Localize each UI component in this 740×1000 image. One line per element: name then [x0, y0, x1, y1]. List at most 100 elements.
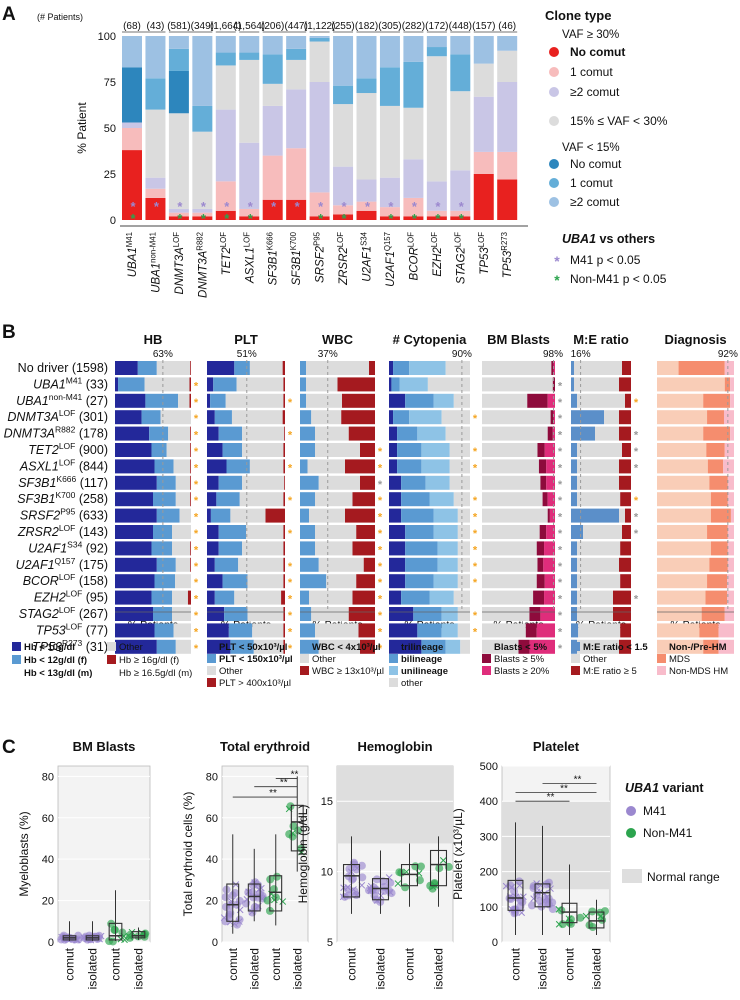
data-point [401, 883, 410, 892]
significance-star: * [194, 495, 199, 507]
feature-bar-segment [718, 623, 734, 638]
feature-bar-segment [707, 410, 724, 425]
label-part: LOF [336, 232, 345, 247]
y-tick-label: 200 [480, 867, 498, 879]
significance-star: * [473, 626, 478, 638]
legend-item: Other [312, 654, 336, 665]
feature-bar-segment [156, 361, 191, 375]
legend-swatch [107, 655, 116, 664]
feature-bar-segment [547, 492, 555, 507]
feature-bar-segment [538, 459, 547, 474]
feature-bar-segment [207, 607, 225, 621]
row-label: UBA1M41 (33) [33, 375, 108, 391]
clone-bar-segment [145, 78, 166, 110]
clone-bar-segment [215, 52, 236, 66]
clone-bar-segment [145, 36, 166, 79]
feature-bar-segment [657, 607, 702, 621]
feature-bar-segment [718, 639, 734, 654]
feature-bar-segment [300, 459, 308, 474]
label-part: SRSF2 [315, 245, 327, 283]
feature-bar-segment [445, 361, 470, 375]
label-part: (178) [75, 427, 108, 441]
feature-bar-segment [115, 475, 157, 490]
label-part: (175) [75, 558, 108, 572]
data-point [105, 937, 114, 946]
feature-bar-segment [678, 361, 725, 375]
row-label: No driver (1598) [18, 361, 108, 375]
clone-bar-segment [262, 36, 283, 55]
label-part: DNMT3A [197, 250, 209, 298]
nonm41-significance-star: * [224, 211, 230, 226]
label-part: K666 [265, 232, 274, 250]
feature-bar-segment [619, 377, 631, 392]
feature-bar-segment [529, 639, 555, 654]
feature-bar-segment [283, 459, 285, 474]
clone-bar-segment [168, 48, 189, 71]
legend-item: PLT < 50x10³/µl [219, 642, 287, 653]
feature-bar-segment [309, 590, 353, 605]
data-point [411, 862, 420, 871]
feature-bar-segment [145, 393, 179, 408]
panel-b-title: PLT [234, 332, 258, 347]
clone-bar-segment [356, 201, 377, 211]
panel-b-title: M:E ratio [573, 332, 629, 347]
y-tick-label: 15 [321, 796, 333, 808]
feature-bar-segment [571, 426, 595, 441]
significance-star: * [288, 561, 293, 573]
feature-bar-segment [657, 574, 708, 589]
significance-star: * [558, 380, 563, 392]
feature-bar-segment [703, 639, 719, 654]
significance-star: * [558, 594, 563, 606]
label-part: (1598) [68, 361, 108, 375]
legend-uba1-title: UBA1 vs others [562, 232, 655, 246]
significance-star: * [378, 479, 383, 491]
feature-bar-segment [622, 525, 631, 539]
clone-bar-segment [379, 105, 400, 178]
significance-star: * [473, 544, 478, 556]
y-tick-label: 5 [327, 937, 333, 949]
feature-bar-segment [172, 541, 191, 556]
label-part: (33) [82, 377, 108, 391]
row-label: STAG2LOF (267) [19, 605, 108, 621]
x-category-label: isolated [86, 948, 100, 989]
feature-bar-segment [482, 525, 540, 539]
label-part: LOF [406, 232, 415, 247]
legend-swatch [482, 654, 491, 663]
nonm41-significance-star: * [248, 211, 254, 226]
feature-bar-segment [300, 410, 312, 425]
y-tick-label: 60 [42, 813, 54, 825]
label-part: K700 [55, 490, 75, 500]
clone-bar-segment [145, 197, 166, 220]
plot-title: Total erythroid [220, 739, 310, 754]
feature-bar-segment [441, 607, 458, 621]
feature-bar-segment [156, 475, 176, 490]
feature-bar-segment [707, 525, 728, 539]
feature-bar-segment [284, 426, 285, 441]
panel-b-title: HB [144, 332, 163, 347]
feature-bar-segment [311, 410, 342, 425]
feature-bar-segment [441, 410, 470, 425]
clone-bar-segment [426, 47, 447, 57]
feature-bar-segment [709, 557, 728, 572]
feature-bar-segment [482, 639, 519, 654]
label-part: ZRSR2 [338, 247, 350, 286]
label-part: (267) [75, 607, 108, 621]
patient-count: (157) [472, 21, 495, 32]
m41-significance-star: * [201, 199, 207, 214]
feature-bar-segment [283, 377, 285, 392]
label-part: LOF [476, 232, 485, 247]
legend-item: MDS [669, 654, 690, 665]
x-category-label: comut [509, 947, 523, 980]
feature-bar-segment [540, 475, 547, 490]
m41-significance-star: * [295, 199, 301, 214]
feature-bar-segment [306, 361, 369, 375]
feature-bar-segment [657, 443, 707, 457]
clone-bar-segment [333, 214, 354, 220]
legend-vaf-high: VAF ≥ 30% [562, 29, 619, 41]
feature-bar-segment [539, 525, 547, 539]
feature-bar-segment [482, 361, 552, 375]
significance-star: * [634, 446, 639, 458]
cross-stroke [385, 874, 393, 881]
feature-bar-segment [482, 410, 551, 425]
